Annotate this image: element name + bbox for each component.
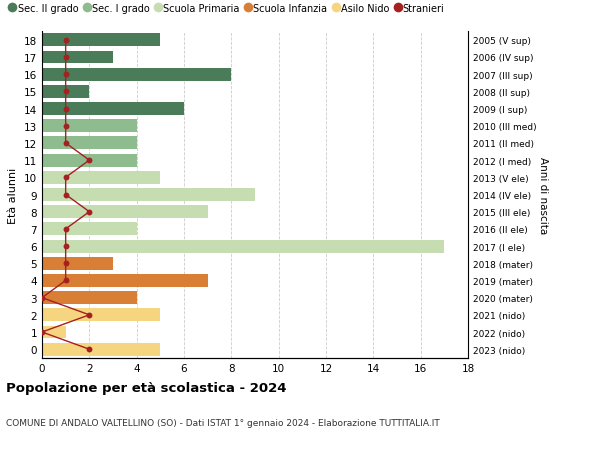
Point [61,226,70,233]
Bar [42,291,137,304]
Point [61,260,70,267]
Bar [42,103,184,116]
Point [61,140,70,147]
Bar [42,51,113,64]
Point [61,191,70,199]
Bar [42,120,137,133]
Bar [42,68,232,81]
Point [85,208,94,216]
Point [61,37,70,45]
Bar [42,86,89,99]
Point [61,54,70,62]
Bar [42,223,137,236]
Point [61,106,70,113]
Point [61,123,70,130]
Point [61,174,70,182]
Bar [42,206,208,218]
Bar [42,309,160,322]
Point [61,243,70,250]
Bar [42,154,137,167]
Bar [42,137,137,150]
Bar [42,189,255,202]
Y-axis label: Anni di nascita: Anni di nascita [538,157,548,234]
Text: COMUNE DI ANDALO VALTELLINO (SO) - Dati ISTAT 1° gennaio 2024 - Elaborazione TUT: COMUNE DI ANDALO VALTELLINO (SO) - Dati … [6,418,440,427]
Point [37,329,47,336]
Text: Popolazione per età scolastica - 2024: Popolazione per età scolastica - 2024 [6,381,287,394]
Point [85,346,94,353]
Point [61,277,70,285]
Point [85,157,94,164]
Bar [42,343,160,356]
Point [61,71,70,78]
Point [85,312,94,319]
Y-axis label: Età alunni: Età alunni [8,167,19,223]
Bar [42,34,160,47]
Bar [42,257,113,270]
Point [61,89,70,96]
Bar [42,326,65,339]
Point [37,294,47,302]
Bar [42,274,208,287]
Legend: Sec. II grado, Sec. I grado, Scuola Primaria, Scuola Infanzia, Asilo Nido, Stran: Sec. II grado, Sec. I grado, Scuola Prim… [6,0,448,18]
Bar [42,240,445,253]
Bar [42,172,160,185]
